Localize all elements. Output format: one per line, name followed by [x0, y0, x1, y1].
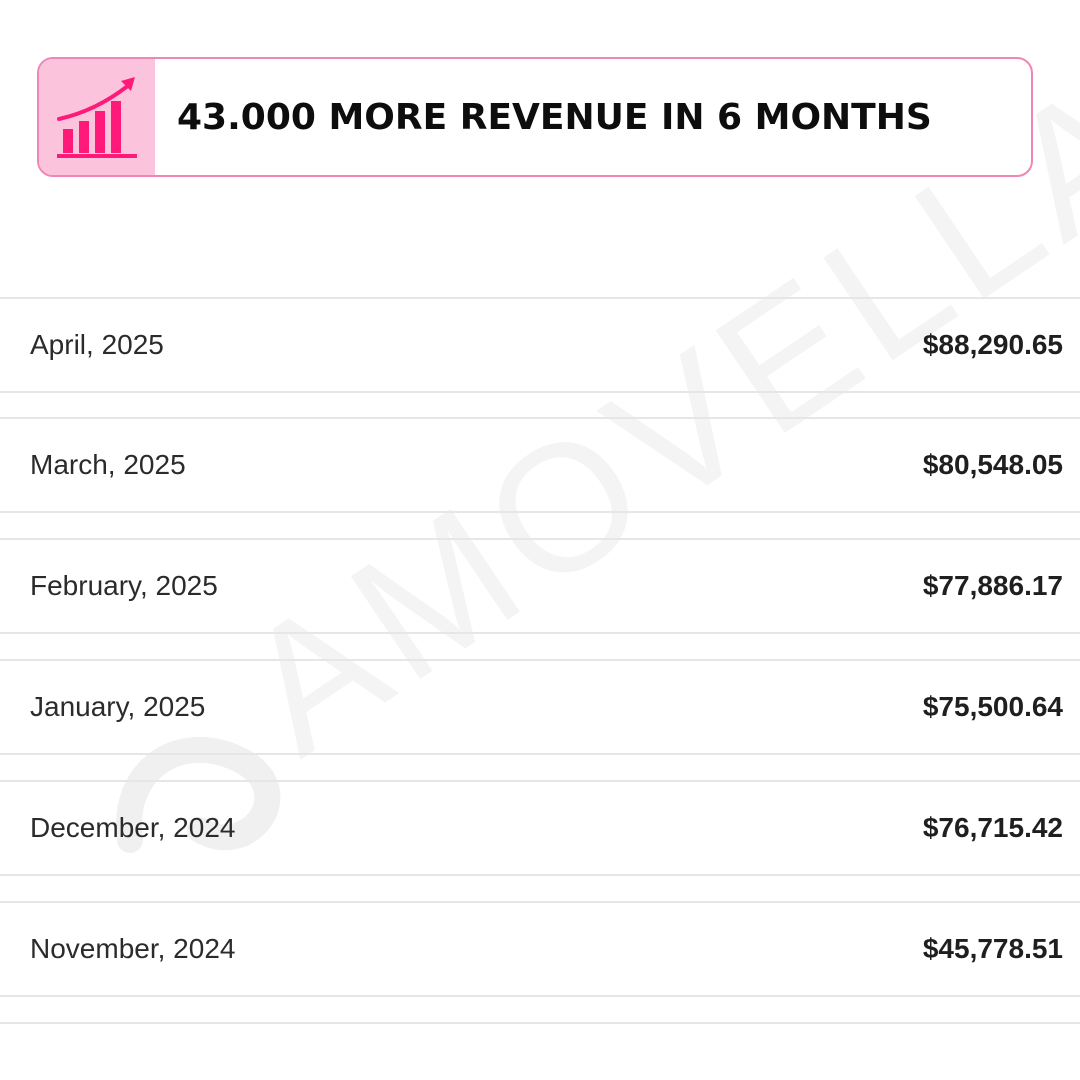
growth-chart-icon [57, 77, 137, 158]
banner-icon-box [39, 59, 155, 175]
banner-title: 43.000 MORE REVENUE IN 6 MONTHS [177, 96, 932, 138]
table-row: March, 2025 $80,548.05 [0, 417, 1080, 513]
table-row: November, 2024 $45,778.51 [0, 901, 1080, 997]
row-month: March, 2025 [30, 449, 186, 480]
row-amount: $88,290.65 [922, 329, 1063, 360]
row-month: April, 2025 [30, 329, 164, 360]
table-row: February, 2025 $77,886.17 [0, 538, 1080, 634]
table-row: April, 2025 $88,290.65 [0, 297, 1080, 393]
list-bottom-divider [0, 1022, 1080, 1024]
row-month: December, 2024 [30, 812, 236, 843]
row-month: November, 2024 [30, 933, 236, 964]
row-amount: $45,778.51 [922, 933, 1063, 964]
header-banner: 43.000 MORE REVENUE IN 6 MONTHS [37, 57, 1033, 177]
row-month: January, 2025 [30, 691, 206, 722]
row-amount: $76,715.42 [922, 812, 1063, 843]
row-amount: $77,886.17 [922, 570, 1063, 601]
table-row: January, 2025 $75,500.64 [0, 659, 1080, 755]
row-amount: $80,548.05 [922, 449, 1063, 480]
row-month: February, 2025 [30, 570, 218, 601]
row-amount: $75,500.64 [922, 691, 1063, 722]
table-row: December, 2024 $76,715.42 [0, 780, 1080, 876]
